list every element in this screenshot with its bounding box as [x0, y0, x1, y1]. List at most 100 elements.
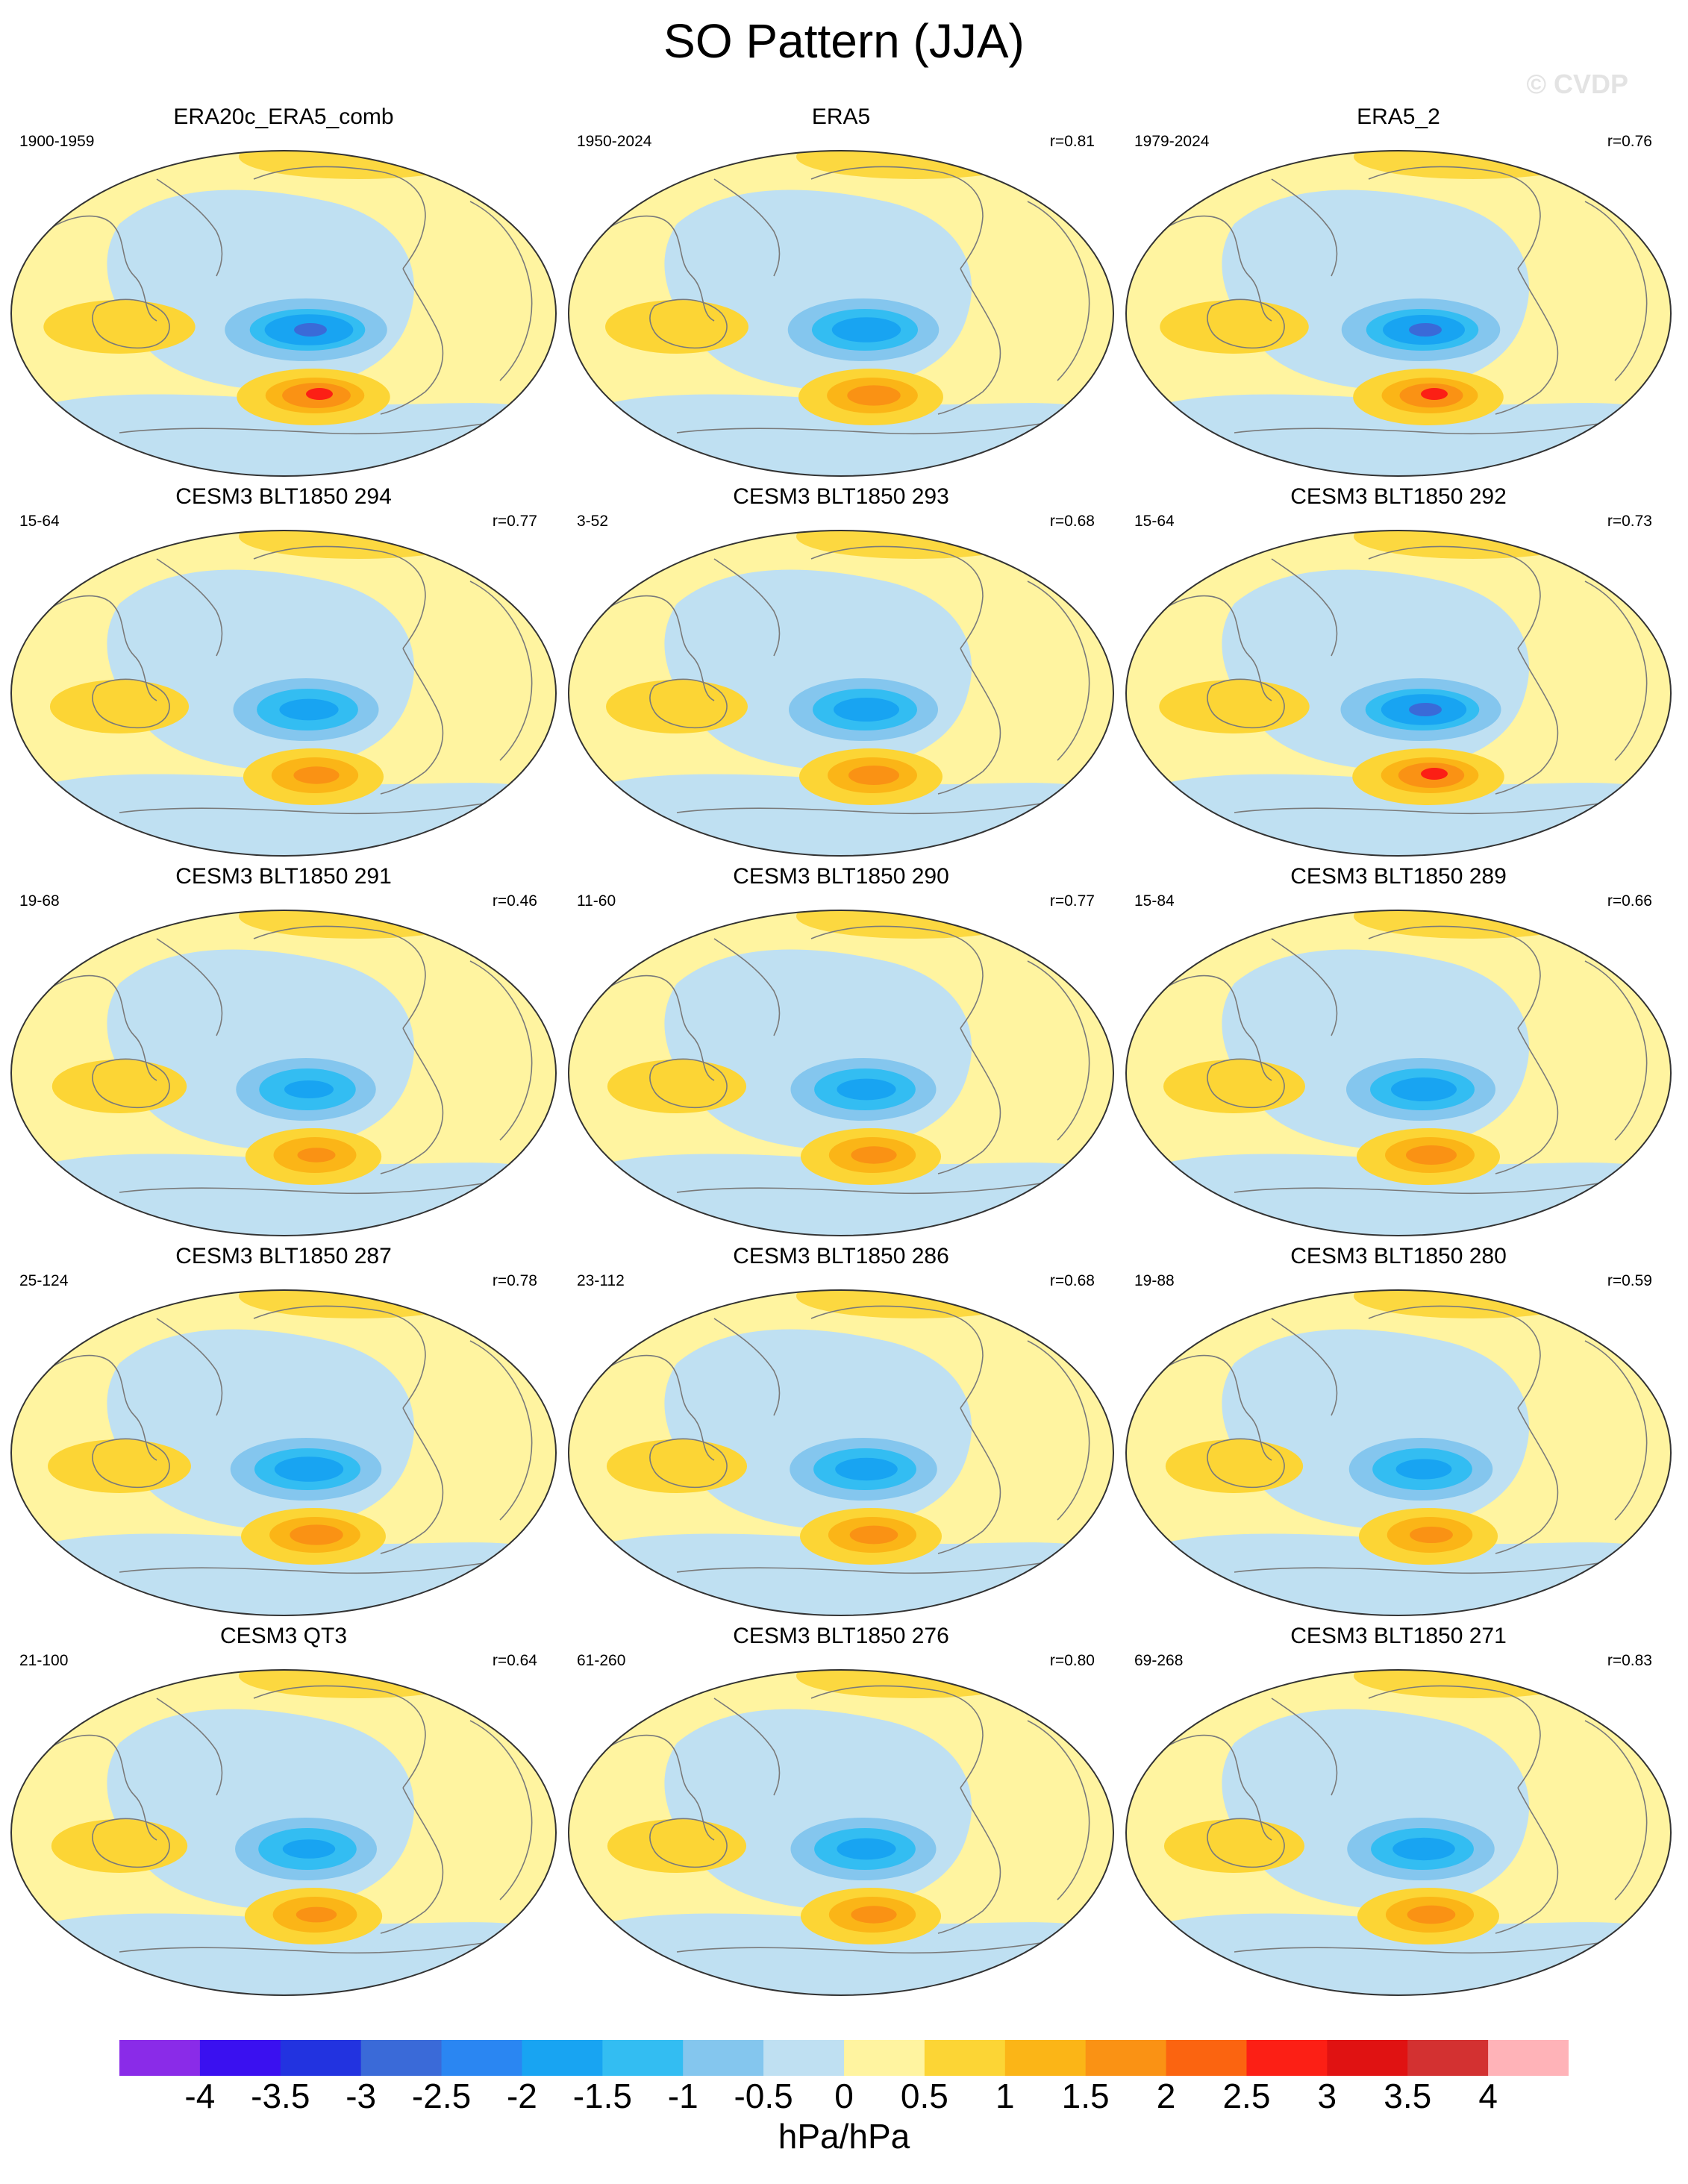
panel-title: ERA5_2	[1357, 104, 1440, 129]
coastline	[119, 1556, 523, 1574]
panel-years: 1979-2024	[1134, 133, 1210, 150]
colorbar	[119, 2040, 1569, 2076]
coastline	[380, 1910, 426, 1934]
colorbar-tick-label: -1.5	[572, 2077, 632, 2115]
panel-years: 21-100	[19, 1652, 69, 1669]
coastline	[1517, 1787, 1559, 1912]
coastline	[1495, 1151, 1541, 1174]
map-border	[568, 910, 1114, 1236]
coastline	[1151, 1734, 1272, 1841]
colorbar-swatch	[522, 2040, 603, 2076]
high-core	[1406, 1145, 1457, 1165]
coastline	[1368, 1305, 1541, 1409]
panel-years: 15-84	[1134, 892, 1175, 910]
map-border	[568, 150, 1114, 477]
high-core	[297, 1148, 336, 1163]
panel-years: 1950-2024	[577, 133, 652, 150]
panel-title: CESM3 BLT1850 291	[175, 864, 392, 889]
map-border	[568, 530, 1114, 857]
low-core	[837, 1078, 896, 1101]
so-pattern-map	[1125, 910, 1672, 1236]
colorbar-tick-label: 3	[1317, 2077, 1337, 2115]
positive-blob-australia	[607, 1819, 747, 1873]
map-panel: CESM3 BLT1850 286 23-112 r=0.68	[565, 1244, 1117, 1617]
positive-blob-australia	[606, 680, 748, 733]
coastline	[1584, 201, 1648, 381]
panel-title: CESM3 BLT1850 287	[175, 1244, 392, 1268]
low-center	[1409, 323, 1442, 337]
coastline	[676, 1177, 1081, 1195]
coastline	[1027, 581, 1090, 761]
low-core	[835, 1457, 898, 1481]
coastline	[37, 974, 157, 1081]
panel-correlation: r=0.81	[1049, 133, 1095, 150]
coastline	[1517, 1407, 1559, 1532]
low-core	[282, 1839, 336, 1859]
map-panel: CESM3 BLT1850 291 19-68 r=0.46	[7, 864, 560, 1237]
low-core	[837, 1838, 896, 1860]
coastline	[1584, 960, 1648, 1141]
high-core	[849, 1525, 898, 1545]
map-panel: ERA5 1950-2024 r=0.81	[565, 104, 1117, 478]
map-panel: CESM3 QT3 21-100 r=0.64	[7, 1624, 560, 1997]
panel-years: 19-68	[19, 892, 60, 910]
coastline	[649, 1058, 728, 1109]
coastline	[937, 1530, 984, 1554]
colorbar-units: hPa/hPa	[778, 2117, 910, 2156]
coastline	[469, 1340, 533, 1521]
figure-title: SO Pattern (JJA)	[663, 14, 1025, 68]
panel-title: CESM3 BLT1850 271	[1290, 1624, 1507, 1648]
colorbar-swatch	[1407, 2040, 1489, 2076]
panel-correlation: r=0.78	[492, 1272, 537, 1289]
low-core	[274, 1456, 344, 1482]
so-pattern-map	[1125, 150, 1672, 477]
coastline	[1234, 1936, 1638, 1954]
cvdp-watermark: © CVDP	[1526, 69, 1628, 99]
map-border	[10, 530, 557, 857]
coastline	[1271, 178, 1338, 277]
colorbar-tick-label: 2	[1156, 2077, 1176, 2115]
coastline	[594, 595, 715, 701]
positive-blob-australia	[51, 1819, 188, 1873]
coastline	[469, 1720, 533, 1900]
colorbar-swatch	[683, 2040, 764, 2076]
coastline	[594, 1734, 715, 1841]
coastline	[1234, 1556, 1638, 1574]
coastline	[1271, 1318, 1338, 1416]
coastline	[380, 1151, 426, 1174]
coastline	[402, 1027, 444, 1152]
map-panel: CESM3 BLT1850 276 61-260 r=0.80	[565, 1624, 1117, 1997]
colorbar-swatch	[602, 2040, 684, 2076]
high-center	[1421, 768, 1448, 780]
so-pattern-map	[568, 150, 1114, 477]
coastline	[1495, 771, 1541, 795]
coastline	[37, 215, 157, 322]
coastline	[1368, 925, 1541, 1029]
positive-blob-australia	[1165, 1439, 1304, 1493]
coastline	[1027, 1720, 1090, 1900]
colorbar-tick-label: -1	[667, 2077, 698, 2115]
coastline	[469, 581, 533, 761]
colorbar-swatch	[1085, 2040, 1167, 2076]
positive-blob-australia	[1163, 1819, 1305, 1873]
coastline	[119, 1936, 523, 1954]
colorbar-swatch	[1004, 2040, 1087, 2076]
coastline	[676, 417, 1081, 435]
coastline	[713, 178, 781, 277]
positive-blob-australia	[605, 300, 748, 354]
coastline	[1234, 797, 1638, 815]
high-center	[306, 388, 333, 400]
panel-years: 15-64	[1134, 513, 1175, 530]
coastline	[810, 166, 984, 269]
so-pattern-map	[10, 530, 557, 857]
colorbar-swatch	[199, 2040, 281, 2076]
colorbar-swatch	[280, 2040, 362, 2076]
colorbar-tick-label: 3.5	[1384, 2077, 1432, 2115]
panel-title: CESM3 BLT1850 276	[733, 1624, 949, 1648]
map-border	[1125, 1669, 1672, 1996]
coastline	[676, 797, 1081, 815]
panel-years: 19-88	[1134, 1272, 1175, 1289]
map-panel: CESM3 BLT1850 293 3-52 r=0.68	[565, 484, 1117, 857]
coastline	[1517, 268, 1559, 392]
panel-correlation: r=0.73	[1607, 513, 1652, 530]
